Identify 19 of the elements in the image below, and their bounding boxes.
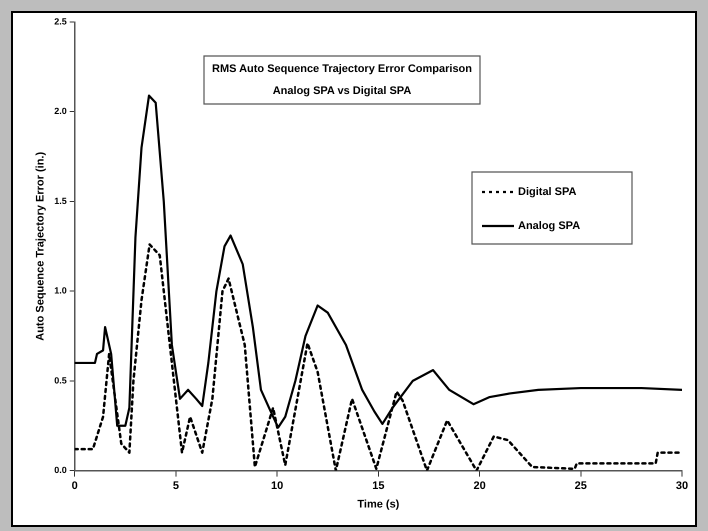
y-tick-label: 1.0 [54, 286, 67, 296]
x-tick-label: 5 [172, 480, 179, 492]
x-tick-label: 25 [574, 480, 587, 492]
y-tick-label: 2.0 [54, 106, 67, 116]
y-tick-label: 0.5 [54, 375, 67, 386]
x-tick-label: 30 [676, 480, 688, 492]
x-axis-title: Time (s) [357, 498, 400, 510]
x-tick-label: 10 [271, 480, 284, 492]
legend-label: Digital SPA [518, 186, 577, 198]
text: Analog SPA vs Digital SPA [272, 85, 412, 98]
y-tick-label: 0.0 [54, 465, 67, 476]
y-axis-title: Auto Sequence Trajectory Error (in.) [34, 152, 47, 341]
x-tick-label: 20 [473, 480, 486, 492]
y-tick-label: 1.5 [54, 196, 67, 206]
x-tick-label: 0 [72, 480, 78, 492]
legend-label: Analog SPA [518, 220, 580, 232]
y-tick-label: 2.5 [54, 16, 67, 26]
text: RMS Auto Sequence Trajectory Error Comparison [212, 63, 472, 76]
x-tick-label: 15 [372, 480, 384, 492]
